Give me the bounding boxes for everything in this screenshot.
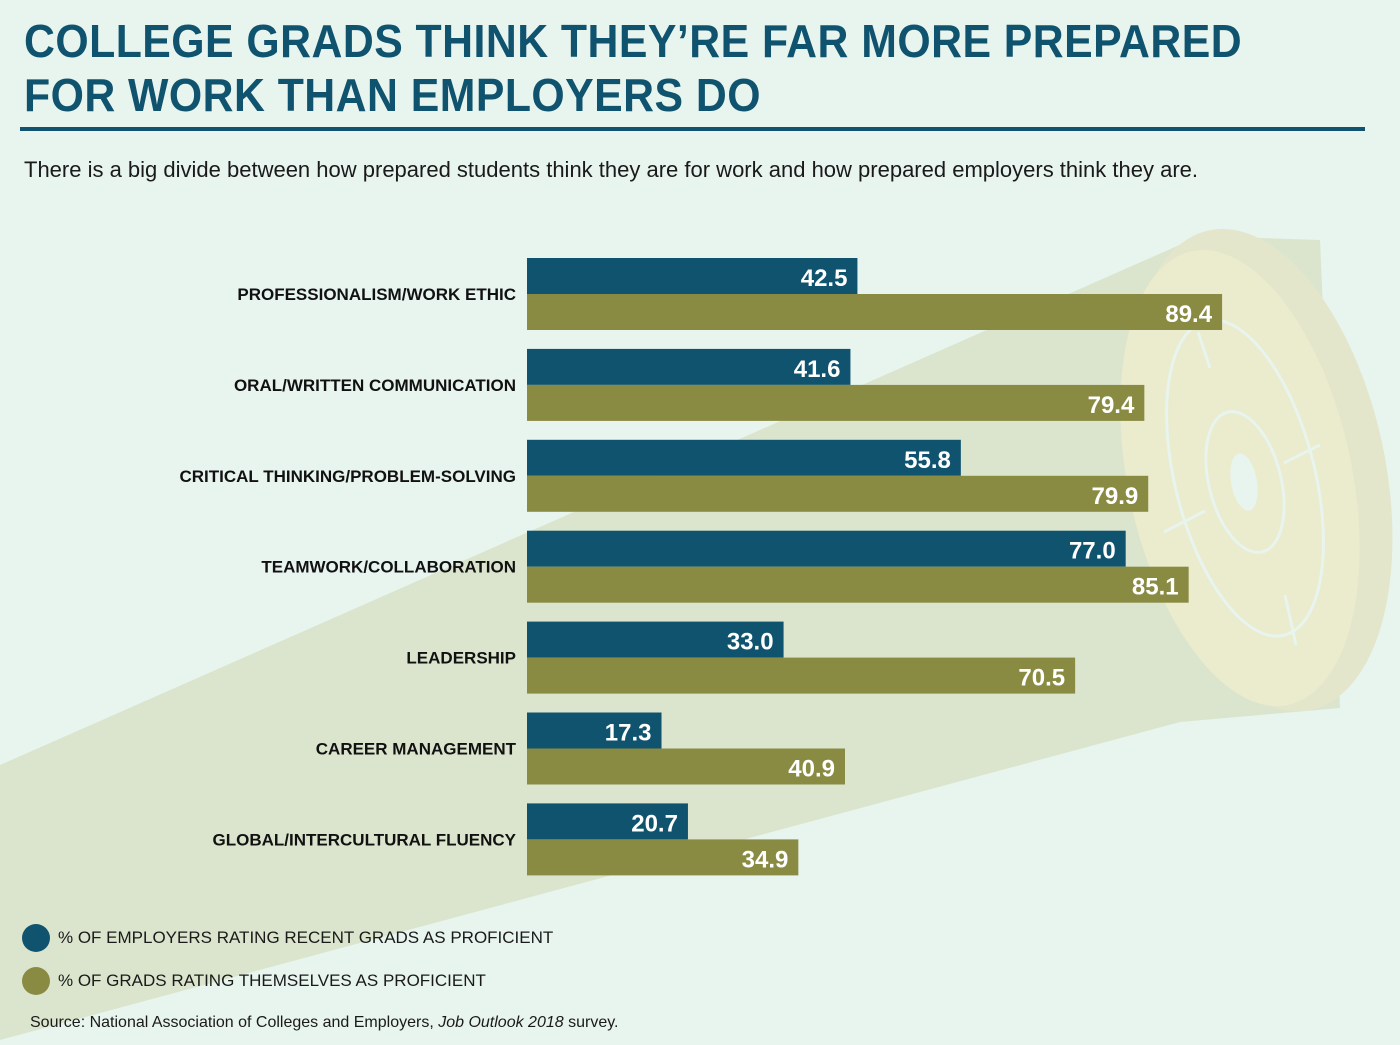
legend-swatch-employers: [22, 923, 50, 952]
bar-grads: [527, 384, 1145, 421]
source-publication: Job Outlook 2018: [438, 1014, 564, 1031]
value-label-grads: 34.9: [742, 846, 789, 873]
legend-label-employers: % OF EMPLOYERS RATING RECENT GRADS AS PR…: [58, 927, 554, 947]
value-label-grads: 79.4: [1088, 392, 1135, 419]
value-label-employers: 33.0: [727, 629, 774, 656]
bar-employers: [527, 258, 858, 294]
value-label-grads: 70.5: [1018, 665, 1065, 692]
bar-grads: [527, 566, 1189, 603]
value-label-employers: 17.3: [605, 720, 652, 747]
title-divider: [20, 127, 1365, 131]
bar-grads: [527, 748, 845, 785]
source-prefix: Source: National Association of Colleges…: [30, 1014, 439, 1031]
bar-employers: [527, 803, 688, 840]
source-suffix: survey.: [563, 1014, 619, 1031]
category-label: CAREER MANAGEMENT: [316, 740, 517, 759]
bar-employers: [527, 348, 851, 385]
bar-grads: [527, 475, 1149, 512]
value-label-employers: 55.8: [904, 447, 951, 474]
category-label: PROFESSIONALISM/WORK ETHIC: [237, 285, 516, 304]
category-label: TEAMWORK/COLLABORATION: [261, 558, 516, 577]
bar-grads: [527, 657, 1076, 694]
bar-grads: [527, 839, 799, 876]
value-label-employers: 42.5: [801, 265, 848, 292]
legend-item-grads: % OF GRADS RATING THEMSELVES AS PROFICIE…: [22, 959, 553, 1002]
source-note: Source: National Association of Colleges…: [30, 1014, 618, 1032]
value-label-grads: 85.1: [1132, 574, 1179, 601]
category-label: ORAL/WRITTEN COMMUNICATION: [234, 376, 516, 395]
legend-label-grads: % OF GRADS RATING THEMSELVES AS PROFICIE…: [58, 970, 486, 990]
value-label-employers: 20.7: [631, 810, 678, 837]
legend-item-employers: % OF EMPLOYERS RATING RECENT GRADS AS PR…: [22, 916, 553, 959]
value-label-grads: 89.4: [1165, 301, 1212, 328]
title-line-2: FOR WORK THAN EMPLOYERS DO: [24, 69, 761, 121]
bar-employers: [527, 621, 784, 658]
value-label-employers: 77.0: [1069, 538, 1116, 565]
category-label: GLOBAL/INTERCULTURAL FLUENCY: [213, 830, 517, 849]
title: COLLEGE GRADS THINK THEY’RE FAR MORE PRE…: [24, 14, 1345, 122]
bar-grads: [527, 294, 1223, 330]
legend: % OF EMPLOYERS RATING RECENT GRADS AS PR…: [22, 916, 553, 1002]
value-label-employers: 41.6: [794, 356, 841, 383]
category-label: LEADERSHIP: [406, 649, 516, 668]
bar-employers: [527, 712, 662, 749]
bar-employers: [527, 530, 1126, 567]
bar-employers: [527, 439, 961, 476]
value-label-grads: 40.9: [788, 756, 835, 783]
title-line-1: COLLEGE GRADS THINK THEY’RE FAR MORE PRE…: [24, 15, 1243, 67]
subtitle: There is a big divide between how prepar…: [24, 157, 1198, 182]
category-label: CRITICAL THINKING/PROBLEM-SOLVING: [179, 467, 516, 486]
target-bullseye: [1230, 453, 1258, 511]
value-label-grads: 79.9: [1092, 483, 1139, 510]
legend-swatch-grads: [22, 966, 50, 995]
